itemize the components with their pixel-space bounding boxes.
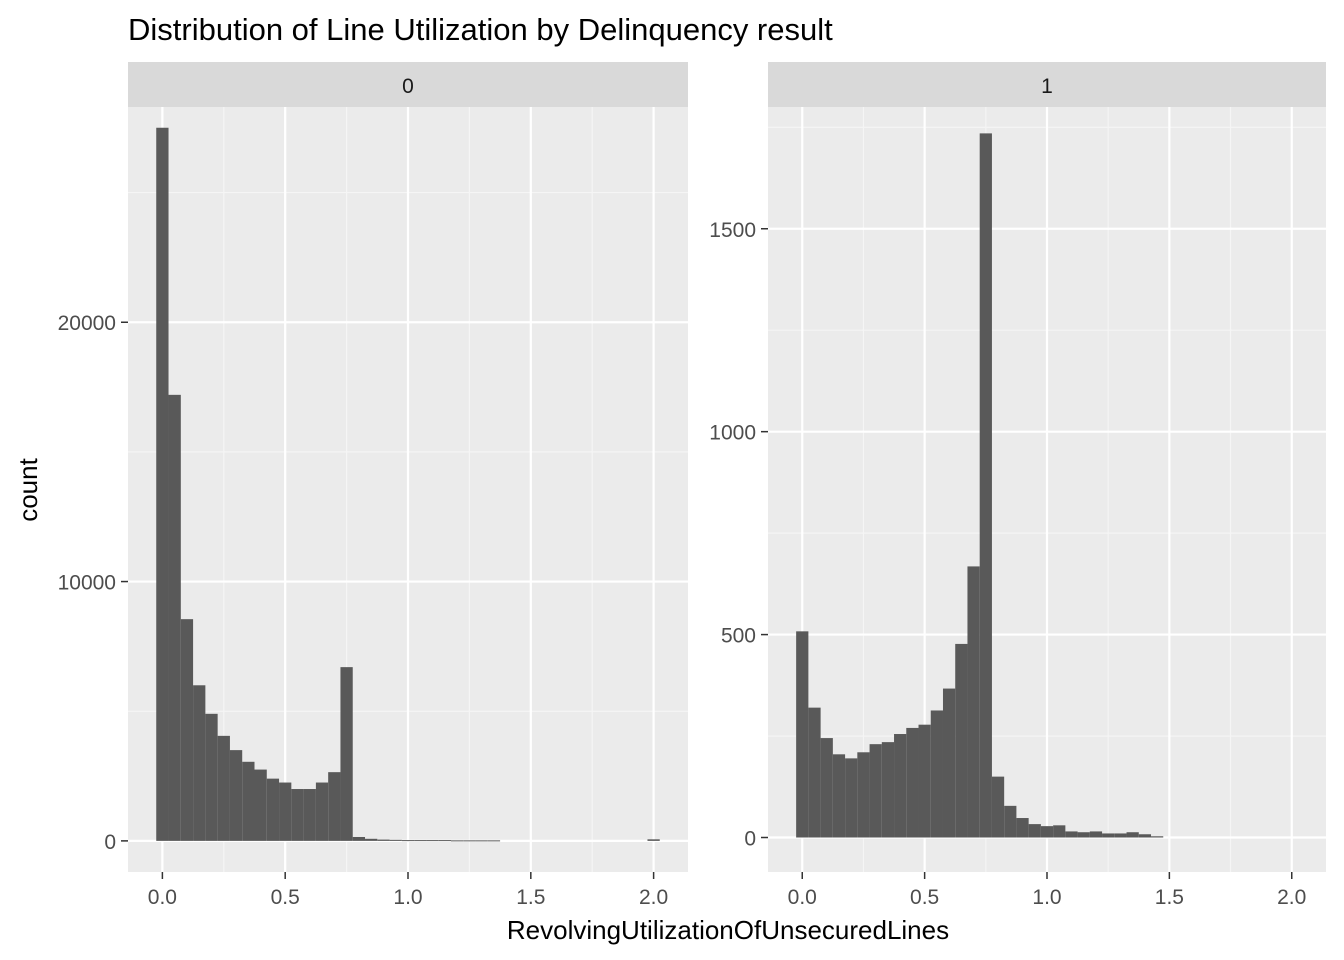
facet-strip — [768, 62, 1326, 107]
histogram-bar — [869, 744, 882, 838]
facet-panel-1: 1 0.0 0.5 1.0 1.5 2.0 0 500 1000 1500 — [709, 62, 1326, 909]
y-tick-label: 1000 — [709, 422, 756, 445]
x-tick-label: 1.0 — [393, 886, 422, 909]
x-tick-label: 2.0 — [639, 886, 668, 909]
histogram-bar — [291, 789, 304, 841]
histogram-bar — [1138, 834, 1152, 838]
histogram-bar — [906, 727, 919, 838]
histogram-bar — [254, 769, 267, 841]
histogram-bar — [303, 789, 316, 841]
histogram-bar — [967, 566, 980, 838]
histogram-bar — [401, 840, 415, 842]
histogram-bar — [414, 840, 427, 842]
histogram-bar — [450, 840, 464, 842]
histogram-bar — [389, 839, 402, 841]
x-axis-title: RevolvingUtilizationOfUnsecuredLines — [507, 915, 949, 945]
histogram-bar — [426, 840, 439, 842]
histogram-bar — [647, 839, 660, 841]
x-tick-label: 0.5 — [910, 886, 939, 909]
y-axis-title: count — [13, 457, 43, 521]
histogram-bars — [156, 127, 660, 842]
histogram-bar — [328, 772, 341, 841]
histogram-bar — [1126, 832, 1139, 838]
histogram-bar — [475, 840, 488, 842]
histogram-bar — [180, 619, 194, 841]
y-tick-label: 10000 — [58, 572, 116, 595]
histogram-bar — [1065, 831, 1078, 838]
histogram-bar — [266, 778, 280, 841]
histogram-bar — [857, 752, 870, 838]
histogram-bar — [832, 754, 846, 838]
x-tick-label: 2.0 — [1277, 886, 1306, 909]
histogram-bar — [156, 127, 169, 841]
y-tick-label: 0 — [744, 828, 756, 851]
facet-panel-0: 0 0.0 0.5 1.0 1.5 2.0 0 10000 20000 — [58, 62, 688, 909]
histogram-bar — [1028, 824, 1041, 838]
histogram-bar — [820, 738, 833, 838]
histogram-bars — [796, 133, 1164, 838]
histogram-bar — [1004, 805, 1017, 838]
histogram-bar — [808, 707, 821, 838]
y-tick-label: 0 — [104, 831, 116, 854]
histogram-bar — [205, 713, 218, 841]
histogram-bar — [1077, 832, 1090, 838]
histogram-bar — [881, 742, 895, 838]
histogram-bar — [1040, 826, 1054, 838]
histogram-bar — [279, 782, 292, 841]
histogram-bar — [930, 710, 943, 838]
x-tick-label: 1.5 — [516, 886, 545, 909]
histogram-bar — [894, 734, 907, 838]
y-tick-label: 20000 — [58, 312, 116, 335]
histogram-bar — [1016, 818, 1029, 838]
chart-title: Distribution of Line Utilization by Deli… — [128, 12, 833, 47]
histogram-bar — [168, 394, 181, 841]
x-tick-label: 0.5 — [271, 886, 300, 909]
facet-strip — [128, 62, 688, 107]
histogram-bar — [193, 685, 206, 841]
facet-strip-label: 0 — [402, 75, 414, 98]
facet-strip-label: 1 — [1041, 75, 1053, 98]
x-tick-label: 0.0 — [788, 886, 817, 909]
y-tick-label: 500 — [721, 625, 756, 648]
histogram-bar — [1053, 825, 1066, 838]
histogram-bar — [955, 643, 968, 838]
histogram-bar — [1089, 831, 1103, 838]
x-tick-label: 1.5 — [1155, 886, 1184, 909]
histogram-bar — [463, 840, 476, 842]
histogram-bar — [1114, 833, 1127, 838]
x-tick-label: 0.0 — [148, 886, 177, 909]
histogram-bar — [942, 688, 956, 838]
histogram-bar — [1151, 836, 1164, 838]
x-tick-label: 1.0 — [1032, 886, 1061, 909]
histogram-bar — [229, 750, 243, 841]
histogram-bar — [340, 667, 353, 841]
histogram-bar — [217, 735, 230, 841]
histogram-bar — [845, 758, 858, 838]
histogram-bar — [377, 839, 390, 841]
histogram-bar — [991, 776, 1005, 838]
histogram-bar — [979, 133, 992, 838]
histogram-bar — [438, 840, 451, 842]
histogram-bar — [487, 840, 501, 842]
histogram-bar — [918, 724, 931, 838]
histogram-bar — [352, 836, 366, 841]
histogram-bar — [1102, 833, 1115, 838]
histogram-bar — [365, 838, 378, 841]
histogram-bar — [242, 761, 255, 841]
histogram-bar — [796, 631, 809, 838]
y-tick-label: 1500 — [709, 219, 756, 242]
histogram-bar — [315, 782, 329, 841]
